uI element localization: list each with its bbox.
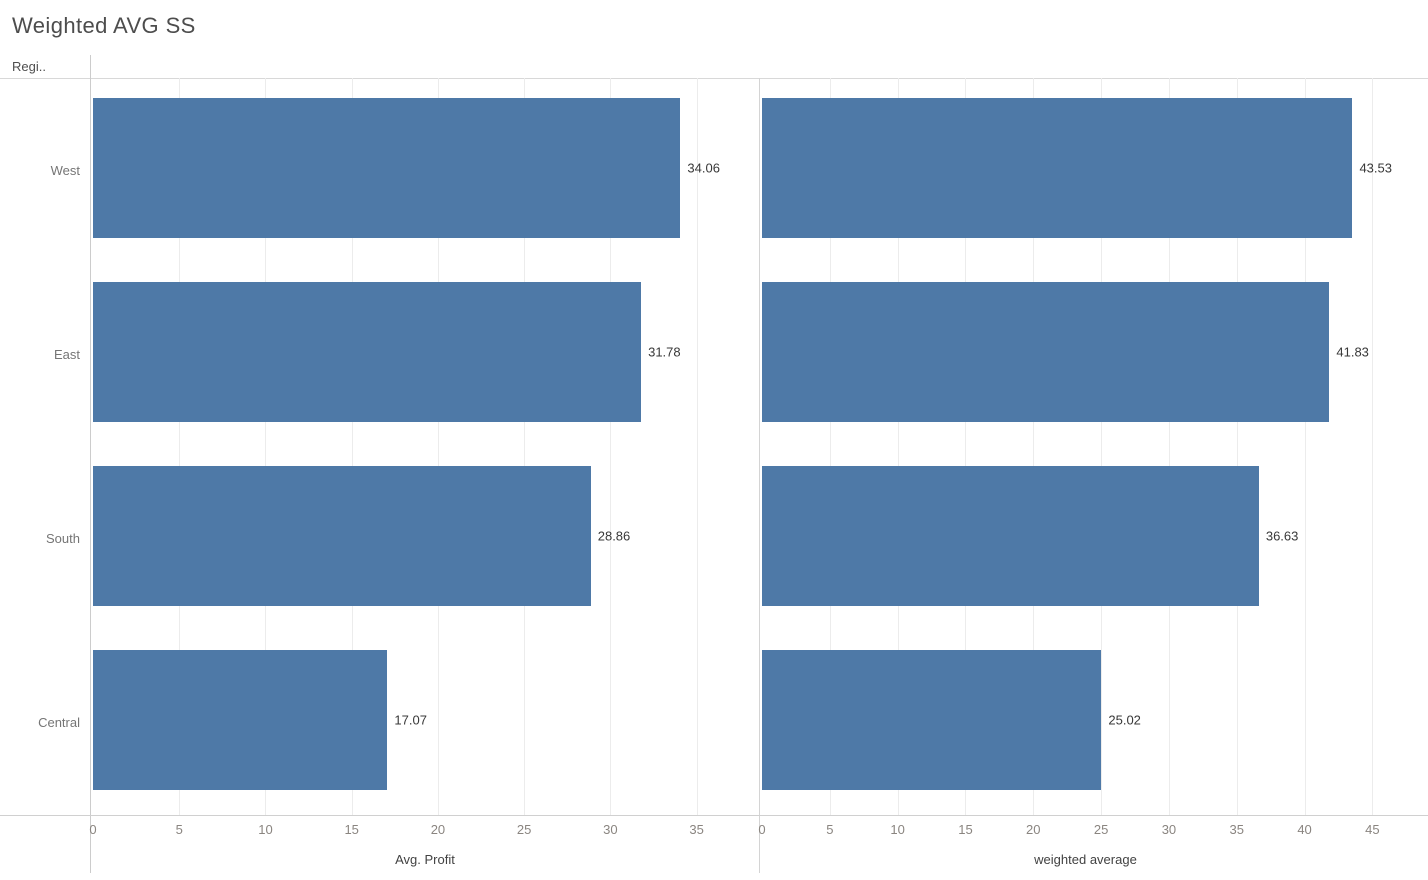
bar-value-label: 41.83 (1336, 344, 1369, 360)
bar-south-weighted-average[interactable] (762, 466, 1259, 606)
gridline (179, 78, 181, 815)
axis-title-weighted-average: weighted average (762, 849, 1428, 869)
gridline (437, 78, 439, 815)
gridline (1304, 78, 1306, 815)
gridline (1236, 78, 1238, 815)
tick-label: 20 (430, 822, 446, 837)
gridline (1101, 78, 1103, 815)
tick-label: 25 (1093, 822, 1109, 837)
bottom-axis-line (0, 815, 1428, 816)
bar-south-avg-profit[interactable] (93, 466, 591, 606)
row-label-central[interactable]: Central (38, 715, 80, 731)
row-label-west[interactable]: West (50, 162, 80, 178)
pane-divider-line (759, 78, 760, 873)
gridline (1033, 78, 1035, 815)
tick-label: 10 (258, 822, 273, 837)
axis-title-label: Avg. Profit (395, 851, 455, 867)
bar-value-label: 25.02 (1108, 712, 1141, 728)
bar-west-weighted-average[interactable] (762, 97, 1353, 238)
tick-label: 15 (344, 822, 359, 837)
row-field-label: Regi.. (12, 58, 46, 74)
tick-label: 10 (890, 822, 905, 837)
bar-value-label: 43.53 (1359, 160, 1392, 175)
bar-value-label: 28.86 (597, 528, 631, 544)
gridline (1168, 78, 1170, 815)
gridline (965, 78, 967, 815)
bar-value-label: 36.63 (1265, 528, 1299, 544)
bar-value-label: 34.06 (687, 160, 720, 175)
bar-value-label: 31.78 (648, 344, 681, 360)
bar-east-avg-profit[interactable] (93, 281, 642, 422)
pane-weighted-average: 43.53 41.83 36.63 25.02 (762, 78, 1428, 815)
left-axis-line (90, 55, 91, 873)
tick-label: 40 (1297, 822, 1312, 837)
tick-label: 45 (1365, 822, 1380, 837)
tick-label: 30 (1161, 822, 1177, 837)
tick-label: 35 (1229, 822, 1244, 837)
bar-central-weighted-average[interactable] (762, 650, 1102, 791)
tick-label: 0 (758, 822, 766, 837)
tick-label: 0 (89, 822, 97, 837)
tick-label: 15 (958, 822, 973, 837)
row-label-south[interactable]: South (46, 531, 80, 547)
pane-avg-profit: 34.06 31.78 28.86 17.07 (93, 78, 757, 815)
axis-title-label: weighted average (1034, 851, 1137, 867)
tick-label: 35 (689, 822, 704, 837)
bar-value-label: 17.07 (394, 712, 427, 728)
gridline (696, 78, 698, 815)
row-label-east[interactable]: East (53, 346, 80, 362)
gridline (265, 78, 267, 815)
gridline (829, 78, 831, 815)
tick-label: 25 (516, 822, 532, 837)
tick-label: 30 (603, 822, 618, 837)
bar-central-avg-profit[interactable] (93, 650, 388, 791)
gridline (610, 78, 612, 815)
axis-title-avg-profit: Avg. Profit (93, 849, 757, 869)
tick-label: 5 (175, 822, 183, 837)
gridline (524, 78, 526, 815)
tick-label: 5 (826, 822, 834, 837)
bar-east-weighted-average[interactable] (762, 281, 1330, 422)
gridline (897, 78, 899, 815)
gridline (351, 78, 353, 815)
header-divider-line (0, 78, 1428, 79)
bar-west-avg-profit[interactable] (93, 97, 681, 238)
tick-label: 20 (1026, 822, 1041, 837)
gridline (1372, 78, 1374, 815)
sheet-title: Weighted AVG SS (12, 13, 196, 38)
row-field-header[interactable]: Regi.. (12, 55, 66, 77)
